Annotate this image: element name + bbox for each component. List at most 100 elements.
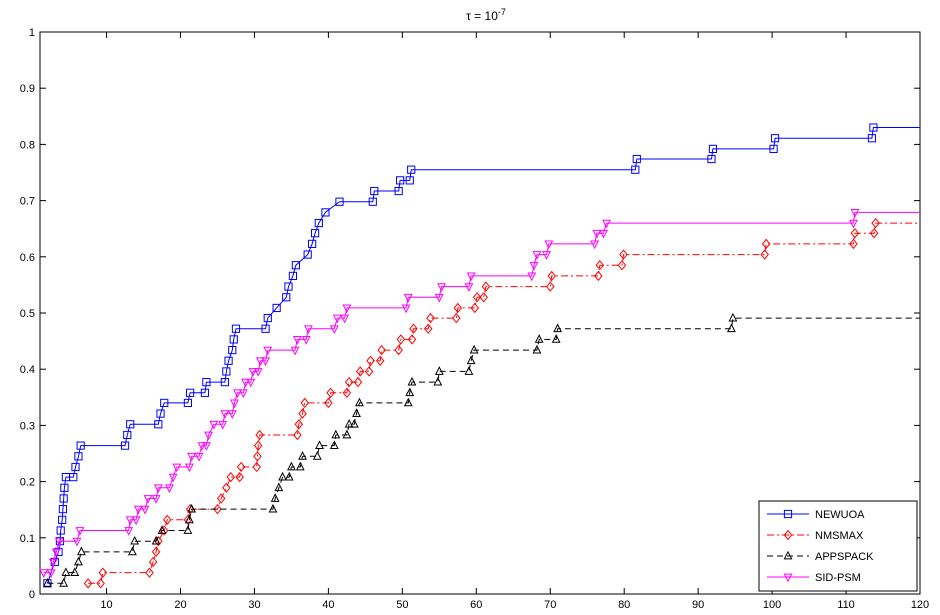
series-point (407, 334, 417, 345)
series-point (216, 493, 226, 504)
series-point (405, 387, 415, 397)
series-point (342, 429, 352, 439)
series-point (368, 197, 377, 206)
series-point (227, 410, 237, 419)
series-point (769, 144, 778, 153)
series-point (352, 408, 361, 417)
plot-area: 10 20 30 40 50 60 70 80 90 100 110 120 0 0.1 0.2 0.3 0.4… (20, 27, 929, 611)
series-point (98, 567, 108, 578)
series-line (88, 222, 920, 584)
y-tick-label: 0.4 (20, 364, 35, 376)
series-point (48, 558, 58, 568)
series-point (602, 219, 611, 229)
series-point (377, 344, 386, 356)
x-tick-label: 60 (470, 599, 482, 610)
series-point (869, 123, 878, 132)
series-point (59, 494, 68, 503)
series-point (295, 461, 305, 471)
series-point (727, 323, 736, 333)
series-point (760, 249, 769, 260)
series-point (761, 238, 771, 250)
series-point (56, 526, 65, 535)
series-point (394, 186, 403, 196)
series-point (74, 556, 83, 566)
legend-marker (783, 550, 793, 560)
y-tick-label: 0.5 (20, 308, 35, 320)
series-point (125, 516, 135, 526)
series-point (168, 473, 178, 483)
series-point (344, 376, 354, 388)
series-point (42, 578, 52, 587)
series-point (329, 440, 339, 450)
series-point (231, 324, 241, 333)
series-point (253, 368, 263, 377)
series-point (220, 410, 230, 419)
series-point (261, 357, 270, 367)
series-point (230, 399, 239, 409)
series-point (594, 270, 603, 282)
x-tick-label: 110 (837, 599, 855, 610)
x-tick-label: 90 (692, 599, 704, 610)
series-point (228, 345, 237, 355)
series-point (164, 484, 174, 494)
series-point (849, 219, 858, 229)
series-point (183, 525, 193, 534)
series-point (268, 503, 278, 513)
x-tick-label: 10 (100, 599, 112, 610)
series-point (76, 546, 86, 556)
series-point (236, 461, 246, 473)
series-point (469, 344, 479, 354)
series-point (204, 431, 214, 441)
series-point (532, 344, 542, 354)
series-point (151, 535, 161, 545)
series-point (405, 176, 414, 185)
series-point (261, 324, 270, 333)
series-point (464, 283, 474, 292)
legend-marker (783, 529, 793, 541)
series-point (592, 229, 602, 239)
series-point (301, 336, 311, 345)
series-point (366, 355, 375, 366)
axes-box (39, 31, 921, 595)
series-point (213, 503, 222, 515)
series-point (547, 270, 556, 282)
series-point (303, 250, 312, 259)
series-point (287, 461, 296, 471)
y-tick-label: 0.1 (20, 533, 35, 545)
series-point (293, 429, 302, 441)
series-point (284, 471, 294, 481)
series-point (355, 397, 364, 407)
series-point (326, 387, 335, 398)
series-point (423, 323, 433, 334)
series-point (321, 208, 330, 217)
series-point (288, 271, 298, 281)
series-point (312, 451, 322, 460)
series-point (172, 463, 182, 473)
series-point (479, 292, 488, 303)
series-point (187, 503, 197, 513)
series-point (434, 366, 444, 375)
series-point (160, 398, 169, 408)
y-tick-label: 0.3 (20, 420, 35, 432)
legend: NEWUOA NMSMAX APPSPACK SID-PSM (758, 500, 918, 592)
series-point (59, 578, 69, 587)
series-point (453, 302, 463, 314)
series-point (595, 260, 605, 271)
series-point (304, 325, 313, 335)
series-point (187, 452, 197, 462)
series-point (272, 303, 281, 313)
series-point (403, 397, 413, 407)
x-tick-label: 70 (544, 599, 556, 610)
series-point (255, 429, 264, 441)
legend-label: NMSMAX (815, 530, 864, 542)
series-point (131, 516, 141, 526)
series-point (255, 357, 265, 367)
series-point (728, 312, 738, 322)
legend-marker (783, 509, 793, 519)
series-point (409, 323, 418, 334)
series-point (124, 527, 134, 536)
series-point (126, 420, 135, 429)
series-point (284, 282, 293, 291)
series-point (466, 272, 476, 282)
x-tick-label: 100 (763, 599, 781, 610)
